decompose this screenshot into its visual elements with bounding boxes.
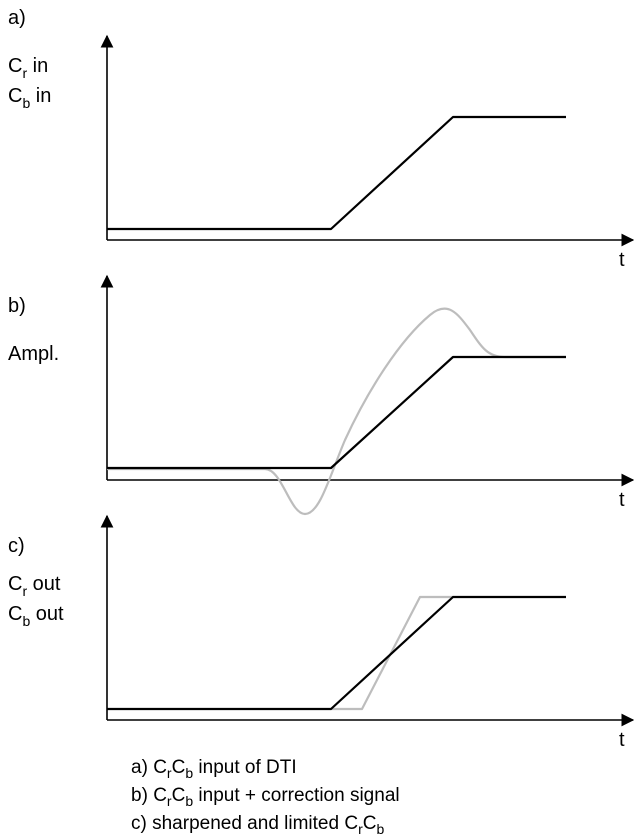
panel-b-xlabel: t xyxy=(619,489,625,511)
panel-a: a) Cr in Cb in t xyxy=(8,7,634,271)
panel-c-input-signal xyxy=(107,595,566,711)
panel-b-input-signal xyxy=(107,355,566,470)
panel-b-tag: b) xyxy=(8,295,26,317)
panel-c-ylabel-line1: Cr out xyxy=(8,573,61,599)
panel-c-xlabel: t xyxy=(619,729,625,751)
panel-c-tag: c) xyxy=(8,535,25,557)
panel-a-ylabel-line1: Cr in xyxy=(8,55,48,81)
panel-a-input-signal xyxy=(107,115,566,231)
panel-b: b) Ampl. t xyxy=(8,274,634,516)
panel-b-correction-signal xyxy=(107,307,566,516)
panel-c: c) Cr out Cb out t xyxy=(8,514,634,751)
caption-a: a) CrCb input of DTI xyxy=(131,757,297,781)
caption-c: c) sharpened and limited CrCb xyxy=(131,813,384,837)
panel-a-xlabel: t xyxy=(619,249,625,271)
panel-c-ylabel-line2: Cb out xyxy=(8,603,64,629)
panel-b-ylabel: Ampl. xyxy=(8,343,59,365)
panel-a-tag: a) xyxy=(8,7,26,29)
panel-a-ylabel-line2: Cb in xyxy=(8,85,51,111)
caption-b: b) CrCb input + correction signal xyxy=(131,785,400,809)
captions: a) CrCb input of DTI b) CrCb input + cor… xyxy=(131,757,400,837)
